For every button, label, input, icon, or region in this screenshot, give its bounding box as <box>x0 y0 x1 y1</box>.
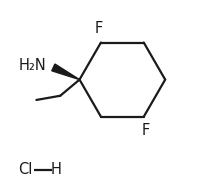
Text: F: F <box>141 123 150 138</box>
Text: H: H <box>51 162 62 177</box>
Polygon shape <box>52 64 80 80</box>
Text: Cl: Cl <box>18 162 33 177</box>
Text: F: F <box>95 21 103 36</box>
Text: H₂N: H₂N <box>18 58 46 73</box>
